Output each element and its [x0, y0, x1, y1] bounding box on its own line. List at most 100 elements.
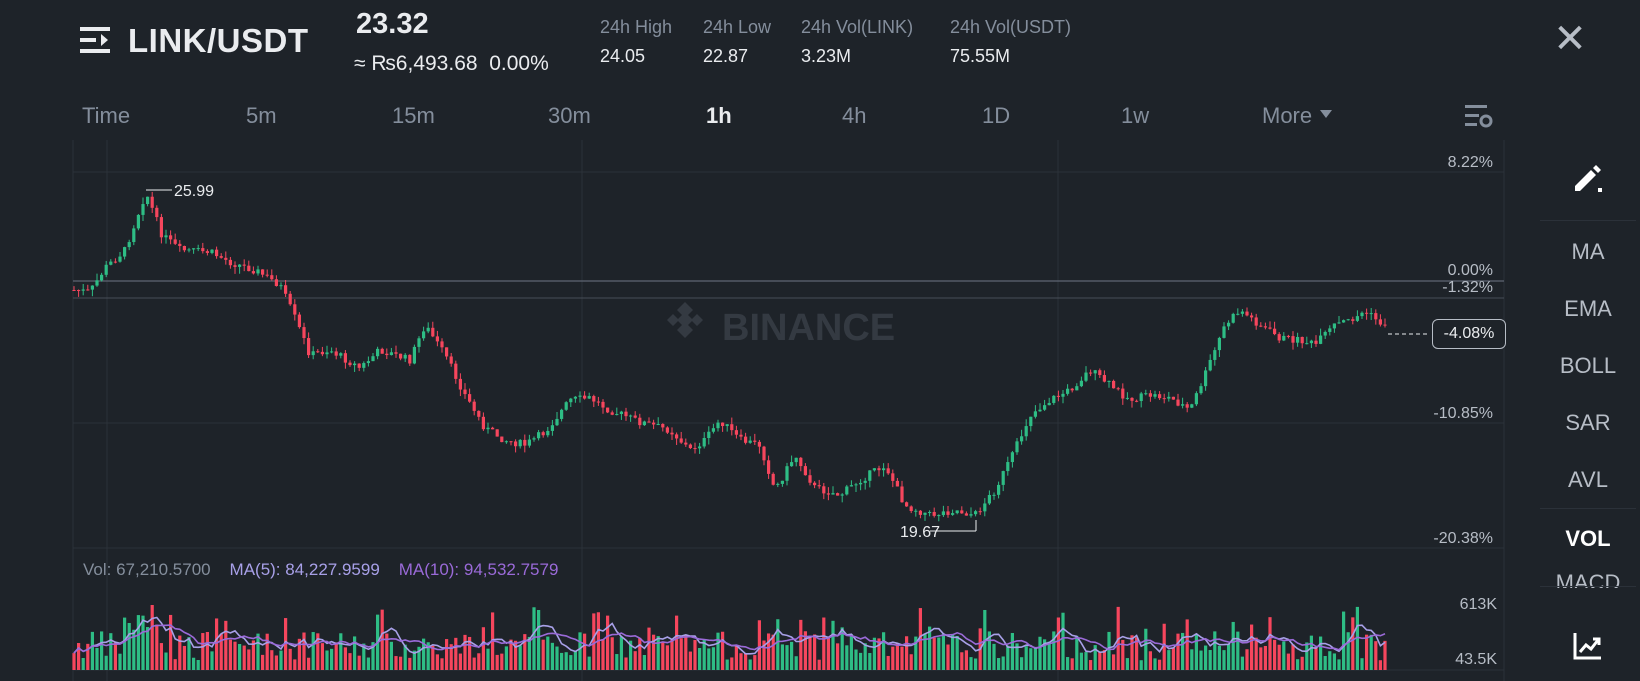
volume-bar	[1314, 647, 1318, 670]
volume-bar	[210, 651, 214, 670]
candle	[711, 428, 715, 432]
volume-bar	[187, 637, 191, 670]
candle	[790, 462, 794, 467]
candle	[1130, 397, 1134, 401]
tab-4h[interactable]: 4h	[842, 103, 867, 128]
candle	[435, 336, 439, 342]
volume-bar	[688, 651, 692, 670]
more-dropdown[interactable]: More	[1262, 103, 1333, 129]
indicator-ma[interactable]: MA	[1571, 239, 1605, 264]
candle	[445, 347, 449, 357]
tab-30m[interactable]: 30m	[548, 103, 591, 128]
volume-bar	[279, 650, 283, 670]
chart-type-trend-icon[interactable]	[1573, 631, 1603, 661]
volume-bar	[334, 642, 338, 670]
candle	[228, 259, 232, 266]
tab-time[interactable]: Time	[82, 103, 131, 128]
draw-pen-icon[interactable]	[1571, 162, 1605, 194]
candle	[155, 207, 159, 218]
indicator-avl[interactable]: AVL	[1568, 467, 1608, 492]
candle	[1006, 462, 1010, 472]
sidebar-divider	[1540, 508, 1636, 509]
volume-bar	[233, 641, 237, 670]
tab-1d[interactable]: 1D	[982, 103, 1011, 128]
high-marker: 25.99	[146, 183, 214, 200]
tab-15m[interactable]: 15m	[392, 103, 435, 128]
volume-bar	[1185, 619, 1189, 670]
candle	[1319, 335, 1323, 344]
indicator-ema[interactable]: EMA	[1564, 296, 1612, 321]
candle	[1185, 404, 1189, 408]
candle	[1116, 388, 1120, 390]
tab-1w[interactable]: 1w	[1121, 103, 1150, 128]
volume-bar	[431, 645, 435, 670]
candle	[458, 378, 462, 390]
volume-bar	[1093, 645, 1097, 670]
candle	[325, 352, 329, 355]
volume-bar	[624, 657, 628, 670]
candle	[389, 352, 393, 356]
volume-bar	[1135, 637, 1139, 670]
menu-icon[interactable]	[80, 26, 110, 54]
volume-bar	[141, 615, 145, 670]
indicator-sar[interactable]: SAR	[1565, 410, 1611, 435]
candle	[1043, 405, 1047, 410]
stat-value-low: 22.87	[703, 46, 749, 66]
candle	[1277, 334, 1281, 341]
candle	[1273, 328, 1277, 335]
volume-bar	[514, 640, 518, 670]
volume-bar	[1024, 646, 1028, 670]
chart-settings-icon[interactable]	[1463, 103, 1493, 129]
candle	[504, 441, 508, 443]
candle	[366, 361, 370, 364]
candle	[606, 407, 610, 413]
approx-price: ≈ ₨6,493.68	[354, 52, 478, 75]
candle	[86, 289, 90, 291]
volume-bar	[951, 634, 955, 670]
candle	[1328, 328, 1332, 332]
indicator-boll[interactable]: BOLL	[1559, 353, 1617, 378]
candle	[978, 511, 982, 513]
candle	[297, 314, 301, 328]
candle	[302, 327, 306, 339]
close-icon[interactable]: ✕	[1553, 17, 1587, 61]
candle	[477, 410, 481, 417]
volume-bar	[1222, 650, 1226, 670]
candle	[1337, 322, 1341, 324]
tab-5m[interactable]: 5m	[246, 103, 277, 128]
volume-bar	[72, 653, 76, 670]
candle	[541, 432, 545, 436]
approx-price-row: ≈ ₨6,493.68 0.00%	[354, 52, 549, 76]
indicator-vol[interactable]: VOL	[1565, 526, 1611, 551]
candle	[454, 363, 458, 379]
volume-bar	[265, 633, 269, 670]
candle	[127, 242, 131, 248]
volume-bar	[132, 629, 136, 670]
candle	[113, 261, 117, 263]
candle	[1227, 322, 1231, 327]
candle	[822, 486, 826, 494]
candle	[1144, 393, 1148, 395]
volume-bar	[564, 652, 568, 670]
indicator-macd[interactable]: MACD	[1555, 570, 1621, 588]
pair-title[interactable]: LINK/USDT	[128, 22, 309, 59]
volume-bar	[155, 624, 159, 670]
candle	[587, 396, 591, 399]
tab-1h[interactable]: 1h	[706, 103, 732, 128]
candle	[1309, 340, 1313, 344]
candle	[734, 430, 738, 435]
volume-bar	[1006, 645, 1010, 670]
watermark-text: BINANCE	[722, 307, 895, 349]
volume-bar	[633, 651, 637, 670]
candle	[987, 494, 991, 504]
candle	[468, 394, 472, 402]
candle	[854, 484, 858, 486]
candle	[136, 214, 140, 229]
volume-bar	[468, 636, 472, 670]
volume-bar	[357, 655, 361, 670]
stat-label-vol-usdt: 24h Vol(USDT)	[950, 17, 1072, 37]
volume-bar	[785, 645, 789, 670]
candle	[1015, 441, 1019, 453]
volume-bar	[1273, 639, 1277, 670]
